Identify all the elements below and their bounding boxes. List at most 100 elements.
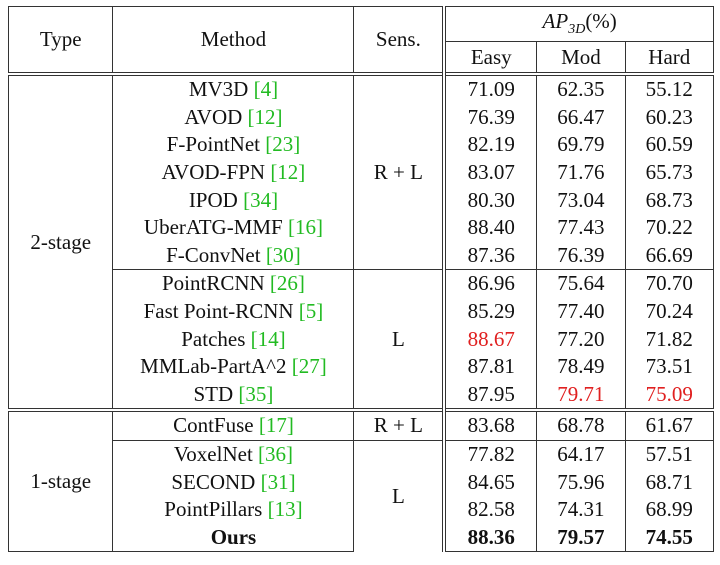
table-row: AVOD [12] 76.39 66.47 60.23 [9, 103, 715, 132]
value-cell: 82.58 [443, 495, 538, 524]
method-cell: STD [35] [112, 380, 355, 411]
method-name: Ours [210, 524, 257, 549]
value-cell: 71.09 [443, 72, 538, 104]
value-cell: 73.04 [536, 186, 626, 214]
metric: AP [542, 8, 569, 33]
reference: [26] [269, 271, 305, 296]
reference: [30] [265, 242, 301, 267]
value-cell: 60.59 [624, 131, 715, 159]
table-row: MMLab-PartA^2 [27] 87.81 78.49 73.51 [9, 352, 715, 381]
method-cell: Fast Point-RCNN [5] [112, 297, 355, 326]
value-cell: 79.57 [536, 523, 626, 553]
value-cell: 85.29 [443, 297, 538, 326]
value-cell: 77.20 [536, 325, 626, 353]
method-cell: F-PointNet [23] [112, 131, 355, 159]
table-row: VoxelNet [36] L 77.82 64.17 57.51 [9, 439, 715, 552]
reference: [23] [265, 132, 301, 157]
value-cell: 77.82 [443, 439, 538, 469]
metric-header: AP3D(%) [443, 6, 715, 42]
sensor-cell: L [353, 269, 447, 411]
value-cell: 70.70 [624, 269, 715, 298]
value-cell: 74.55 [624, 523, 715, 553]
reference: [36] [258, 442, 294, 467]
value-cell: 74.31 [536, 495, 626, 524]
method-name: F-PointNet [166, 132, 260, 157]
value-cell: 76.39 [536, 241, 626, 270]
table-row: Fast Point-RCNN [5] 85.29 77.40 70.24 [9, 297, 715, 326]
value-cell: 86.96 [443, 269, 538, 298]
metric-sub: 3D [568, 22, 586, 38]
value-cell: 87.36 [443, 241, 538, 270]
reference: [12] [247, 104, 283, 129]
value-cell: 78.49 [536, 352, 626, 381]
table-row: SECOND [31] 84.65 75.96 68.71 [9, 468, 715, 496]
method-cell: SECOND [31] [112, 468, 355, 496]
header-cell: Sens. [353, 6, 447, 74]
method-name: F-ConvNet [166, 242, 261, 267]
value-cell: 69.79 [536, 131, 626, 159]
table-row: F-PointNet [23] 82.19 69.79 60.59 [9, 131, 715, 159]
method-cell: VoxelNet [36] [112, 439, 355, 469]
reference: [35] [238, 381, 274, 406]
value-cell: 77.40 [536, 297, 626, 326]
reference: [16] [287, 215, 323, 240]
sensor-cell: R + L [353, 408, 447, 441]
value-cell: 79.71 [536, 380, 626, 411]
method-name: AVOD [184, 104, 243, 129]
table-row: AVOD-FPN [12] 83.07 71.76 65.73 [9, 158, 715, 187]
method-cell: F-ConvNet [30] [112, 241, 355, 270]
value-cell: 73.51 [624, 352, 715, 381]
method-name: VoxelNet [173, 442, 253, 467]
method-cell: IPOD [34] [112, 186, 355, 214]
method-name: Fast Point-RCNN [143, 299, 294, 324]
value-cell: 88.67 [443, 325, 538, 353]
table-row: Ours 88.36 79.57 74.55 [9, 523, 715, 553]
method-name: STD [193, 381, 234, 406]
header-row: Type Method Sens. AP3D(%) [7, 6, 715, 74]
value-cell: 88.40 [443, 213, 538, 242]
table-row: Patches [14] 88.67 77.20 71.82 [9, 325, 715, 353]
header-cell: Hard [624, 41, 715, 74]
value-cell: 64.17 [536, 439, 626, 469]
metric-unit: (%) [585, 8, 617, 33]
method-cell: UberATG-MMF [16] [112, 213, 355, 242]
value-cell: 66.47 [536, 103, 626, 132]
type-cell: 1-stage [7, 408, 114, 553]
header-cell: Mod [536, 41, 626, 74]
header-cell: Method [112, 6, 355, 74]
value-cell: 75.09 [624, 380, 715, 411]
table-header: Type Method Sens. AP3D(%) Easy Mod Hard [7, 6, 715, 74]
value-cell: 61.67 [624, 408, 715, 441]
value-cell: 83.68 [443, 408, 538, 441]
value-cell: 71.76 [536, 158, 626, 187]
value-cell: 75.64 [536, 269, 626, 298]
value-cell: 55.12 [624, 72, 715, 104]
method-name: PointRCNN [161, 271, 265, 296]
value-cell: 57.51 [624, 439, 715, 469]
header-cell: Easy [443, 41, 538, 74]
results-table: Type Method Sens. AP3D(%) Easy Mod Hard … [7, 6, 715, 553]
table-row: IPOD [34] 80.30 73.04 68.73 [9, 186, 715, 214]
header-row: Easy Mod Hard [9, 41, 715, 74]
method-name: ContFuse [173, 413, 254, 438]
table-row: F-ConvNet [30] 87.36 76.39 66.69 [9, 241, 715, 270]
method-name: SECOND [171, 469, 256, 494]
value-cell: 77.43 [536, 213, 626, 242]
value-cell: 80.30 [443, 186, 538, 214]
reference: [34] [243, 187, 279, 212]
value-cell: 87.95 [443, 380, 538, 411]
method-cell: PointRCNN [26] [112, 269, 355, 298]
value-cell: 62.35 [536, 72, 626, 104]
method-name: MV3D [188, 77, 249, 102]
method-name: Patches [181, 326, 246, 351]
table-body: 2-stage MV3D [4] R + L 71.09 62.35 55.12 AVOD … [7, 71, 715, 553]
table-row: PointPillars [13] 82.58 74.31 68.99 [9, 495, 715, 524]
value-cell: 68.73 [624, 186, 715, 214]
value-cell: 70.24 [624, 297, 715, 326]
reference: [14] [250, 326, 286, 351]
reference: [27] [291, 354, 327, 379]
method-name: PointPillars [164, 497, 263, 522]
sensor-cell: R + L [353, 72, 447, 270]
value-cell: 83.07 [443, 158, 538, 187]
